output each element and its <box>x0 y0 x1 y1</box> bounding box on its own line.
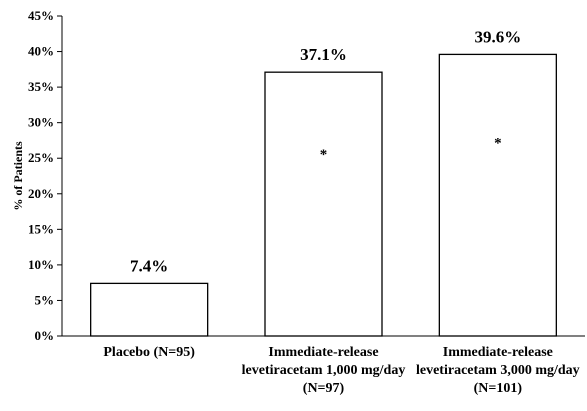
x-category-label: Immediate-release <box>268 345 378 360</box>
y-tick-label: 0% <box>35 328 55 343</box>
x-category-label: levetiracetam 3,000 mg/day <box>416 363 580 378</box>
y-tick-label: 5% <box>35 292 55 307</box>
x-category-label: Placebo (N=95) <box>103 345 195 360</box>
y-tick-label: 20% <box>28 186 54 201</box>
x-category-label: levetiracetam 1,000 mg/day <box>242 363 406 378</box>
significance-marker: * <box>320 147 328 163</box>
y-tick-label: 45% <box>28 8 54 23</box>
x-category-label: Immediate-release <box>443 345 553 360</box>
data-label: 37.1% <box>300 45 347 64</box>
bar <box>264 71 383 337</box>
bar <box>438 53 557 337</box>
y-tick-label: 10% <box>28 257 54 272</box>
y-tick-label: 15% <box>28 221 54 236</box>
y-tick-label: 40% <box>28 44 54 59</box>
bar <box>90 282 209 337</box>
x-category-label: (N=97) <box>303 381 345 396</box>
y-axis-label: % of Patients <box>11 141 25 211</box>
y-tick-label: 25% <box>28 150 54 165</box>
x-category-label: (N=101) <box>474 381 523 396</box>
significance-marker: * <box>494 135 502 151</box>
y-tick-label: 30% <box>28 115 54 130</box>
data-label: 39.6% <box>474 27 521 46</box>
y-tick-label: 35% <box>28 79 54 94</box>
data-label: 7.4% <box>130 256 168 275</box>
